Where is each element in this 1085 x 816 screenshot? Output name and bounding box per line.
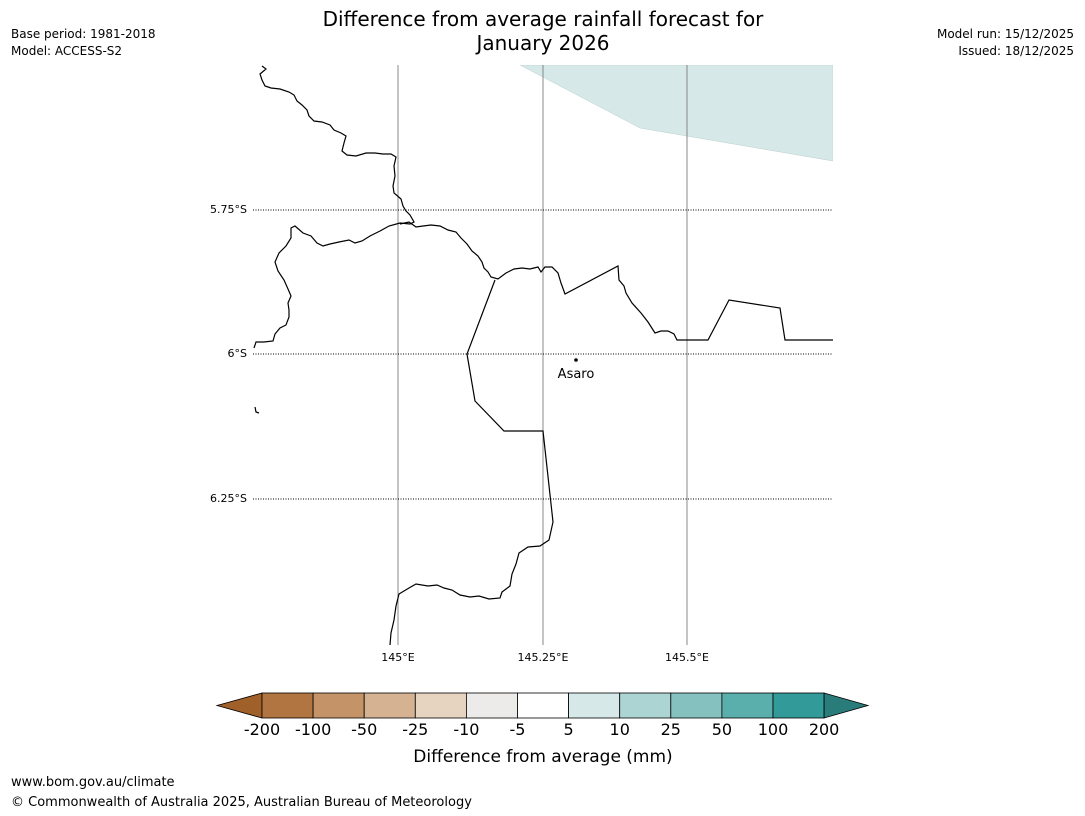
boundary-line-south [389,279,554,645]
model-run: Model run: 15/12/2025 [936,27,1074,41]
colorbar-box-6 [517,692,569,719]
colorbar [215,692,870,719]
footer-url: www.bom.gov.au/climate [11,775,175,790]
colorbar-box-3 [363,692,416,719]
colorbar-tick-label: -10 [453,720,479,739]
meta-right: Model run: 15/12/2025 Issued: 18/12/2025 [937,26,1074,60]
colorbar-box-1 [261,692,314,719]
colorbar-box-2 [312,692,365,719]
title-line-1: Difference from average rainfall forecas… [322,7,764,31]
colorbar-tick-label: -25 [402,720,428,739]
lon-label-145-5e: 145.5°E [665,651,709,664]
colorbar-tick-label: -5 [510,720,526,739]
colorbar-extend-low [215,692,263,719]
colorbar-tick-label: -200 [244,720,280,739]
colorbar-box-5 [465,692,518,719]
meta-left: Base period: 1981-2018 Model: ACCESS-S2 [11,26,156,60]
colorbar-box-9 [670,692,723,719]
colorbar-tick-label: 5 [564,720,574,739]
asaro-marker [574,358,578,362]
colorbar-tick-label: 200 [809,720,840,739]
colorbar-title: Difference from average (mm) [413,747,672,767]
lat-label-6s: 6°S [228,347,247,360]
colorbar-tick-label: 50 [712,720,732,739]
colorbar-tick-label: -100 [295,720,331,739]
colorbar-tick-label: 10 [610,720,630,739]
colorbar-tick-label: -50 [351,720,377,739]
colorbar-labels: -200 -100 -50 -25 -10 -5 5 10 25 50 100 200 [244,720,840,739]
colorbar-box-4 [414,692,467,719]
colorbar-box-8 [619,692,672,719]
title-line-2: January 2026 [476,31,610,55]
lat-label-5-75s: 5.75°S [210,203,247,216]
colorbar-tick-label: 25 [661,720,681,739]
colorbar-box-7 [568,692,621,719]
colorbar-tick-label: 100 [758,720,789,739]
lon-label-145-25e: 145.25°E [518,651,569,664]
lon-label-145e: 145°E [381,651,414,664]
asaro-label: Asaro [558,367,595,382]
model-name: Model: ACCESS-S2 [11,44,123,58]
lat-label-6-25s: 6.25°S [210,492,247,505]
base-period: Base period: 1981-2018 [11,27,156,41]
boundary-line-central [399,221,833,341]
boundary-fragment [254,406,260,414]
boundary-line-west [253,65,415,349]
chart-title: Difference from average rainfall forecas… [243,7,843,55]
issued-date: Issued: 18/12/2025 [958,44,1074,58]
forecast-region-5-to-10mm [519,65,833,162]
map-area: Asaro [253,65,833,645]
colorbar-extend-high [823,692,870,719]
colorbar-box-11 [772,692,825,719]
footer-copyright: © Commonwealth of Australia 2025, Austra… [11,795,472,810]
colorbar-box-10 [721,692,774,719]
